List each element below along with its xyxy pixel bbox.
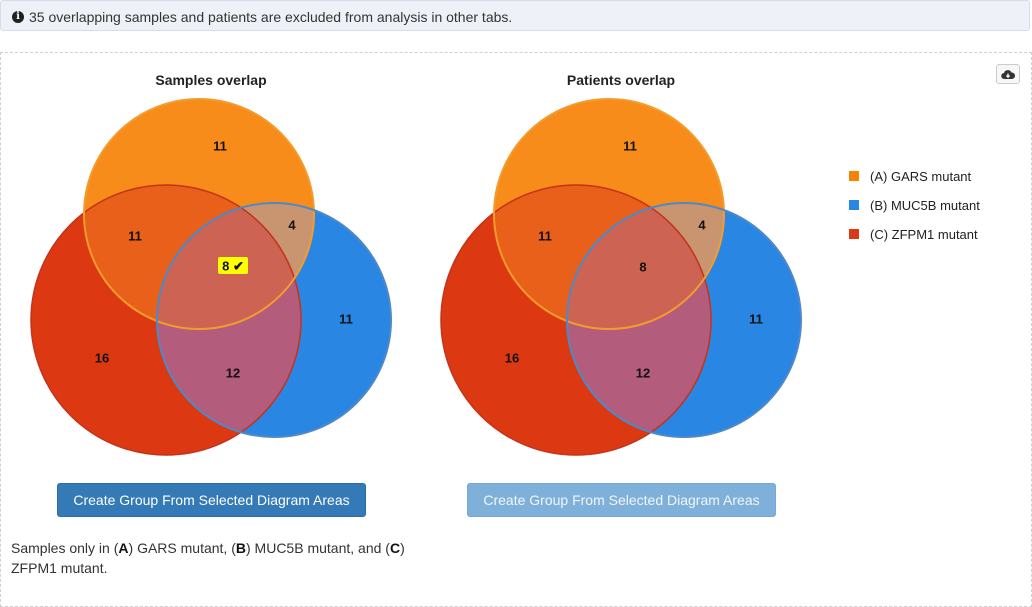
info-banner: i 35 overlapping samples and patients ar…	[0, 0, 1030, 31]
samples-chart-title: Samples overlap	[155, 72, 267, 88]
legend-key-a: (A)	[870, 169, 888, 184]
selection-description: Samples only in (A) GARS mutant, (B) MUC…	[11, 540, 405, 576]
legend-swatch-c	[849, 229, 859, 239]
legend-label-a: GARS mutant	[887, 169, 972, 184]
legend-label-b: MUC5B mutant	[887, 198, 980, 213]
legend-swatch-a	[849, 171, 859, 181]
legend-key-b: (B)	[870, 198, 888, 213]
patients-chart-title: Patients overlap	[566, 72, 676, 88]
legend-label-c: ZFPM1 mutant	[888, 227, 978, 242]
info-circle-icon: i	[12, 11, 24, 23]
legend-key-c: (C)	[870, 227, 889, 242]
samples-create-group-button[interactable]: Create Group From Selected Diagram Areas	[57, 483, 366, 517]
legend-swatch-b	[849, 200, 859, 210]
download-button[interactable]	[996, 64, 1020, 84]
cloud-download-icon	[1001, 69, 1016, 79]
patients-create-group-button[interactable]: Create Group From Selected Diagram Areas	[467, 483, 776, 517]
info-banner-text: 35 overlapping samples and patients are …	[29, 9, 513, 25]
